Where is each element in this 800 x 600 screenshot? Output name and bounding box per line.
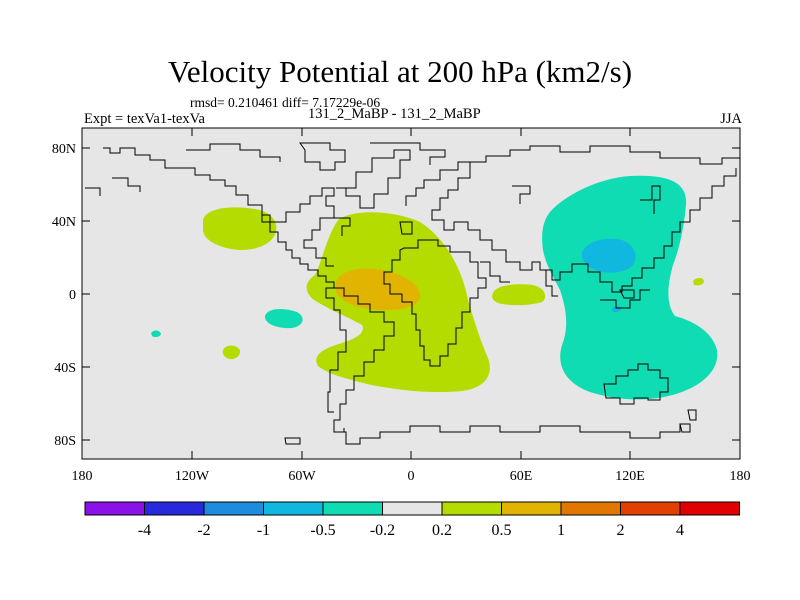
lon-label-60w: 60W [288, 469, 316, 484]
lat-label-40s: 40S [54, 361, 76, 376]
colorbar-box-3 [263, 501, 324, 516]
expt-label: Expt = texVa1-texVa [84, 111, 205, 127]
colorbar-label-0: -4 [138, 522, 151, 539]
colorbar-box-9 [620, 501, 681, 516]
colorbar-label-6: 0.5 [492, 522, 512, 539]
colorbar-box-2 [203, 501, 264, 516]
colorbar-box-5 [382, 501, 443, 516]
longitude-labels: 180 120W 60W 0 60E 120E 180 [72, 469, 751, 484]
season-label: JJA [720, 111, 742, 127]
contour-negative-core [581, 238, 636, 273]
lat-label-0: 0 [69, 288, 76, 303]
lon-label-60e: 60E [510, 469, 533, 484]
lon-label-120e: 120E [615, 469, 645, 484]
latitude-axis [82, 147, 740, 441]
lat-label-40n: 40N [52, 215, 76, 230]
contour-positive-pacific-north [203, 207, 277, 250]
contour-positive-indian [492, 284, 546, 306]
colorbar [84, 501, 740, 516]
latitude-labels: 80N 40N 0 40S 80S [52, 142, 76, 449]
colorbar-box-1 [144, 501, 205, 516]
stats-label: rmsd= 0.210461 diff= 7.17229e-06 [190, 95, 381, 110]
colorbar-box-6 [441, 501, 502, 516]
contour-positive-pacific-south [222, 345, 241, 360]
lat-label-80n: 80N [52, 142, 76, 157]
colorbar-label-1: -2 [197, 522, 210, 539]
colorbar-box-4 [322, 501, 383, 516]
colorbar-labels: -4 -2 -1 -0.5 -0.2 0.2 0.5 1 2 4 [138, 522, 684, 539]
colorbar-label-3: -0.5 [310, 522, 335, 539]
colorbar-label-5: 0.2 [432, 522, 452, 539]
colorbar-label-4: -0.2 [370, 522, 395, 539]
contour-fills [151, 175, 718, 400]
coastlines [85, 142, 740, 445]
experiment-name: 131_2_MaBP - 131_2_MaBP [308, 106, 481, 122]
colorbar-label-8: 2 [617, 522, 625, 539]
contour-negative-tiny [151, 330, 161, 338]
colorbar-label-9: 4 [676, 522, 684, 539]
lon-label-180w: 180 [72, 469, 93, 484]
colorbar-box-8 [560, 501, 621, 516]
colorbar-label-2: -1 [257, 522, 270, 539]
plot-title: Velocity Potential at 200 hPa (km2/s) [167, 54, 633, 89]
lon-label-0: 0 [408, 469, 415, 484]
contour-positive-core [336, 268, 420, 311]
lon-label-120w: 120W [175, 469, 210, 484]
lon-label-180e: 180 [730, 469, 751, 484]
colorbar-box-0 [84, 501, 145, 516]
contour-negative-pacific [264, 308, 303, 329]
contour-positive-east-pacific [693, 278, 704, 286]
colorbar-box-10 [679, 501, 740, 516]
lat-label-80s: 80S [54, 434, 76, 449]
longitude-axis [81, 128, 741, 459]
colorbar-label-7: 1 [557, 522, 565, 539]
colorbar-box-7 [501, 501, 562, 516]
